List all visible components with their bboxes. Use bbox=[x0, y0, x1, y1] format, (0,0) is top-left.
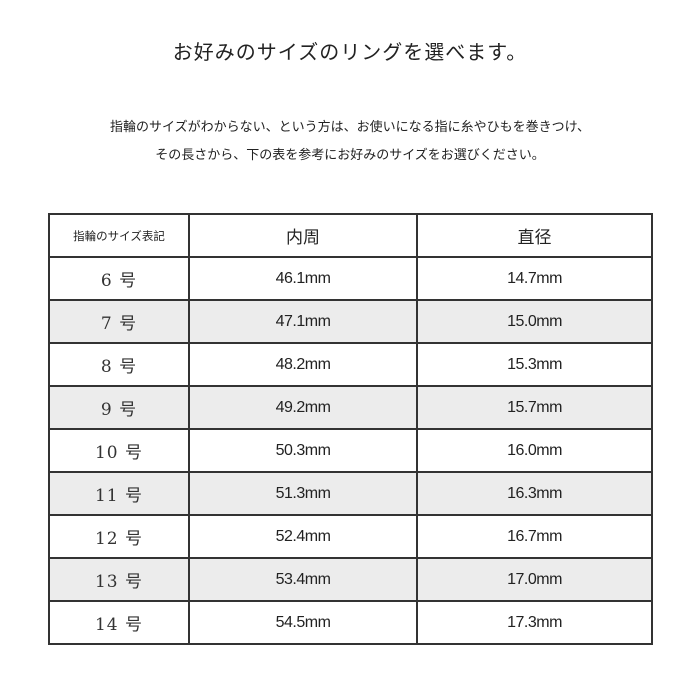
header-inner-circumference: 内周 bbox=[188, 213, 418, 258]
table-row: 10 号 50.3mm 16.0mm bbox=[48, 428, 653, 473]
ring-size-table: 指輪のサイズ表記 内周 直径 6 号 46.1mm 14.7mm 7 号 47.1mm 1… bbox=[48, 213, 653, 645]
inner-circumference-cell: 48.2mm bbox=[188, 342, 418, 387]
inner-circumference-cell: 49.2mm bbox=[188, 385, 418, 430]
inner-circumference-cell: 47.1mm bbox=[188, 299, 418, 344]
inner-circumference-cell: 46.1mm bbox=[188, 256, 418, 301]
inner-circumference-cell: 52.4mm bbox=[188, 514, 418, 559]
size-cell: 11 号 bbox=[48, 471, 190, 516]
size-cell: 10 号 bbox=[48, 428, 190, 473]
diameter-cell: 15.0mm bbox=[416, 299, 653, 344]
description-line-2: その長さから、下の表を参考にお好みのサイズをお選びください。 bbox=[155, 148, 545, 163]
size-cell: 8 号 bbox=[48, 342, 190, 387]
header-diameter: 直径 bbox=[416, 213, 653, 258]
diameter-cell: 17.0mm bbox=[416, 557, 653, 602]
table-row: 14 号 54.5mm 17.3mm bbox=[48, 600, 653, 645]
size-cell: 6 号 bbox=[48, 256, 190, 301]
diameter-cell: 15.7mm bbox=[416, 385, 653, 430]
table-row: 8 号 48.2mm 15.3mm bbox=[48, 342, 653, 387]
table-row: 11 号 51.3mm 16.3mm bbox=[48, 471, 653, 516]
table-row: 13 号 53.4mm 17.0mm bbox=[48, 557, 653, 602]
inner-circumference-cell: 53.4mm bbox=[188, 557, 418, 602]
table-row: 12 号 52.4mm 16.7mm bbox=[48, 514, 653, 559]
inner-circumference-cell: 54.5mm bbox=[188, 600, 418, 645]
size-cell: 12 号 bbox=[48, 514, 190, 559]
table-header-row: 指輪のサイズ表記 内周 直径 bbox=[48, 213, 653, 258]
size-cell: 14 号 bbox=[48, 600, 190, 645]
header-size-label: 指輪のサイズ表記 bbox=[48, 213, 190, 258]
diameter-cell: 16.3mm bbox=[416, 471, 653, 516]
page-title: お好みのサイズのリングを選べます。 bbox=[172, 40, 528, 64]
size-cell: 13 号 bbox=[48, 557, 190, 602]
diameter-cell: 17.3mm bbox=[416, 600, 653, 645]
table-row: 9 号 49.2mm 15.7mm bbox=[48, 385, 653, 430]
size-cell: 9 号 bbox=[48, 385, 190, 430]
diameter-cell: 16.7mm bbox=[416, 514, 653, 559]
inner-circumference-cell: 50.3mm bbox=[188, 428, 418, 473]
diameter-cell: 16.0mm bbox=[416, 428, 653, 473]
table-row: 7 号 47.1mm 15.0mm bbox=[48, 299, 653, 344]
inner-circumference-cell: 51.3mm bbox=[188, 471, 418, 516]
diameter-cell: 14.7mm bbox=[416, 256, 653, 301]
size-cell: 7 号 bbox=[48, 299, 190, 344]
table-row: 6 号 46.1mm 14.7mm bbox=[48, 256, 653, 301]
diameter-cell: 15.3mm bbox=[416, 342, 653, 387]
description-line-1: 指輪のサイズがわからない、という方は、お使いになる指に糸やひもを巻きつけ、 bbox=[110, 120, 590, 135]
